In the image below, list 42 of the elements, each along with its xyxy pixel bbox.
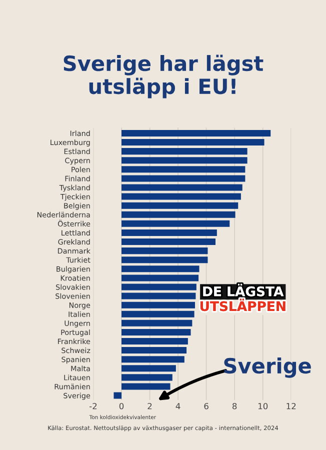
bar: [122, 157, 248, 164]
x-tick-label: 12: [286, 402, 296, 410]
bar: [122, 274, 199, 282]
chart-title: Sverige har lägst utsläpp i EU!: [64, 54, 264, 98]
annotation: DE LÄGSTA: [203, 284, 284, 296]
bar: [122, 338, 188, 345]
bar: [122, 229, 217, 236]
bar: [122, 139, 264, 146]
bar: [122, 220, 230, 227]
bar: [122, 256, 208, 264]
x-tick-label: -2: [89, 402, 97, 410]
bar: [122, 356, 184, 363]
x-tick-label: 10: [258, 402, 268, 410]
bar: [122, 238, 216, 246]
bar: [122, 202, 238, 209]
annotation: UTSLÄPPEN: [200, 298, 286, 312]
bar: [122, 248, 208, 254]
x-tick-label: 8: [232, 402, 237, 410]
bar: [122, 266, 200, 272]
bar: [122, 193, 241, 200]
bar: [122, 175, 246, 182]
x-tick-label: 4: [176, 403, 180, 410]
x-tick-label: 2: [148, 402, 152, 410]
bar: [122, 347, 187, 354]
bar: [114, 392, 122, 399]
x-tick-label: 6: [204, 402, 208, 410]
bar: [122, 320, 192, 326]
bar: [122, 365, 176, 372]
bar: [122, 374, 172, 381]
bar: [122, 292, 196, 300]
x-tick-label: 0: [119, 402, 124, 410]
bar: [122, 148, 248, 155]
bar: [122, 284, 196, 290]
bar: [122, 130, 271, 136]
bar: [122, 211, 236, 218]
annotation: Sverige: [224, 357, 311, 378]
bar: [122, 184, 242, 191]
bar: [122, 328, 191, 336]
bar: [122, 310, 194, 318]
bar: [122, 302, 196, 308]
bar: [122, 383, 170, 390]
bar: [122, 166, 246, 173]
